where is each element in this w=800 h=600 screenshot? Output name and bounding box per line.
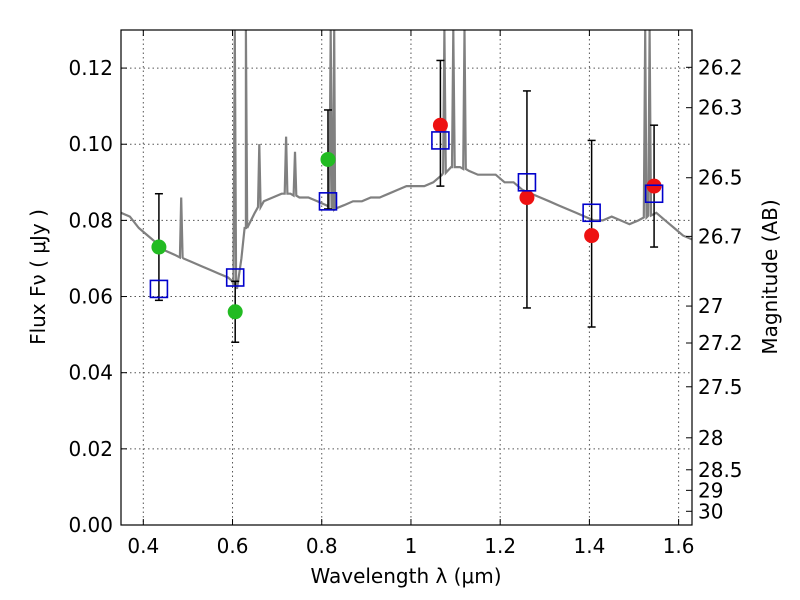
x-tick-label: 0.4 — [127, 534, 159, 558]
model-flux-marker — [149, 279, 169, 299]
red-data-point — [432, 117, 448, 133]
model-flux-marker — [644, 184, 664, 204]
red-data-point — [519, 190, 535, 206]
y-axis-label: Flux Fν ( μJy ) — [26, 209, 50, 345]
y2-tick-label: 26.2 — [698, 55, 743, 79]
y2-axis-label: Magnitude (AB) — [758, 199, 782, 354]
y-tick-label: 0.08 — [68, 208, 113, 232]
x-tick-label: 0.8 — [306, 534, 338, 558]
spectrum-layer — [121, 30, 692, 290]
y2-tick-label: 30 — [698, 499, 723, 523]
y-tick-label: 0.06 — [68, 285, 113, 309]
x-tick-label: 1.6 — [663, 534, 695, 558]
y2-tick-label: 26.5 — [698, 166, 743, 190]
model-flux-marker — [517, 173, 537, 192]
y2-tick-label: 28.5 — [698, 458, 743, 482]
y-tick-label: 0.04 — [68, 361, 113, 385]
plot-frame — [120, 29, 693, 526]
x-tick-label: 0.6 — [217, 534, 249, 558]
y-tick-label: 0.12 — [68, 56, 113, 80]
y2-tick-label: 28 — [698, 426, 723, 450]
tick-labels: 0.4 0.6 0.8 1 1.2 1.4 1.6 0.00 0.02 0.04 0.06 0.08 0… — [68, 55, 742, 558]
x-tick-label: 1.4 — [573, 534, 605, 558]
model-flux-marker — [318, 192, 338, 211]
data-points-layer — [149, 59, 664, 343]
y-tick-label: 0.10 — [68, 132, 113, 156]
x-tick-label: 1 — [405, 534, 418, 558]
green-data-point — [320, 151, 336, 167]
ticks — [121, 30, 692, 526]
model-flux-marker — [431, 131, 450, 150]
model-flux-marker — [225, 268, 245, 287]
y2-tick-label: 29 — [698, 478, 723, 502]
grid — [121, 30, 692, 526]
spectrum-line — [121, 30, 692, 290]
y-tick-label: 0.00 — [68, 513, 113, 537]
x-tick-label: 1.2 — [484, 534, 516, 558]
green-data-point — [227, 304, 243, 320]
y2-tick-label: 26.3 — [698, 96, 743, 120]
green-data-point — [151, 239, 167, 255]
y2-tick-label: 27.2 — [698, 331, 743, 355]
y2-tick-label: 27 — [698, 294, 723, 318]
y2-tick-label: 26.7 — [698, 224, 743, 248]
model-flux-marker — [582, 203, 601, 223]
red-data-point — [646, 178, 662, 194]
red-data-point — [584, 228, 600, 244]
x-axis-label: Wavelength λ (μm) — [310, 564, 501, 588]
y2-tick-label: 27.5 — [698, 375, 743, 399]
y-tick-label: 0.02 — [68, 437, 113, 461]
